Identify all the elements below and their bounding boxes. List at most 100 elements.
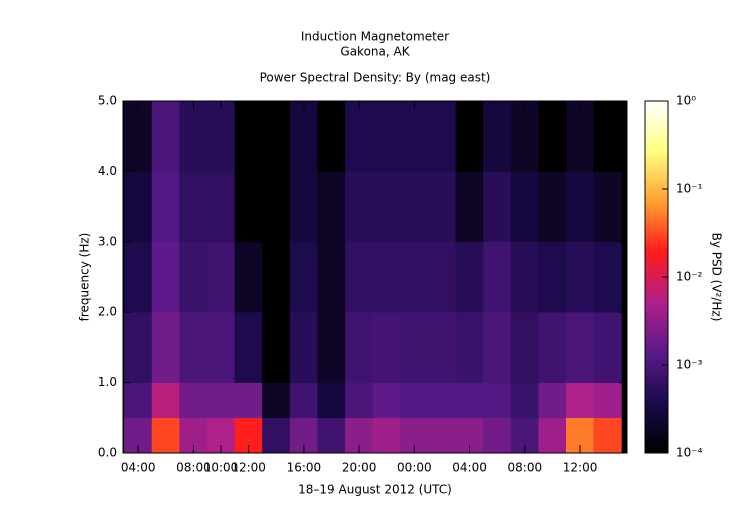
heatmap-cell <box>151 417 180 454</box>
heatmap-cell <box>455 171 484 243</box>
heatmap-cell <box>179 311 208 383</box>
x-tick-label: 16:00 <box>287 461 322 475</box>
heatmap-cell <box>593 311 622 383</box>
x-tick-label: 04:00 <box>121 461 156 475</box>
heatmap-cell <box>179 241 208 313</box>
heatmap-cell <box>427 171 457 243</box>
heatmap-cell <box>538 382 567 419</box>
heatmap-cell <box>455 382 484 419</box>
heatmap-cell <box>400 382 429 419</box>
heatmap-cell <box>317 382 346 419</box>
heatmap-cell <box>262 417 291 454</box>
heatmap-cell <box>538 100 567 172</box>
y-tick-label: 5.0 <box>98 94 117 108</box>
plot-title: Power Spectral Density: By (mag east) <box>260 71 491 85</box>
heatmap-cell <box>179 171 208 243</box>
heatmap-cell <box>510 100 539 172</box>
heatmap-cell <box>234 171 263 243</box>
heatmap-cell <box>206 241 236 313</box>
x-tick-label: 08:00 <box>176 461 211 475</box>
heatmap-cell <box>593 417 622 454</box>
heatmap-cell <box>151 171 180 243</box>
heatmap-cell <box>317 241 346 313</box>
x-tick-label: 20:00 <box>342 461 377 475</box>
heatmap-cell <box>179 100 208 172</box>
heatmap-cell <box>372 382 401 419</box>
heatmap-cell <box>483 241 512 313</box>
heatmap-cell <box>124 241 153 313</box>
heatmap-cell <box>317 311 346 383</box>
heatmap-cell <box>483 417 512 454</box>
colorbar-tick-label: 10⁻² <box>676 270 703 284</box>
heatmap-cell <box>455 311 484 383</box>
heatmap-cell <box>372 241 401 313</box>
heatmap-cell <box>372 100 401 172</box>
heatmap-cell <box>234 241 263 313</box>
heatmap-cell <box>289 311 318 383</box>
heatmap-cell <box>510 311 539 383</box>
x-tick-label: 12:00 <box>231 461 266 475</box>
heatmap-cell <box>372 311 401 383</box>
heatmap-cell <box>510 241 539 313</box>
heatmap-cell <box>124 171 153 243</box>
heatmap-cell <box>455 241 484 313</box>
heatmap-cell <box>289 382 318 419</box>
x-tick-label: 08:00 <box>508 461 543 475</box>
heatmap-cell <box>206 171 236 243</box>
heatmap-cell <box>345 241 374 313</box>
heatmap-cell <box>234 311 263 383</box>
chart-subtitle: Gakona, AK <box>340 45 410 59</box>
heatmap-cell <box>593 171 622 243</box>
heatmap-cell <box>565 241 595 313</box>
heatmap-cell <box>427 241 457 313</box>
heatmap-cell <box>262 100 291 172</box>
x-axis-label: 18–19 August 2012 (UTC) <box>298 483 452 497</box>
heatmap-cell <box>538 171 567 243</box>
heatmap-cell <box>372 417 401 454</box>
heatmap-cell <box>510 382 539 419</box>
heatmap-cell <box>400 100 429 172</box>
colorbar-tick-label: 10⁻³ <box>676 358 703 372</box>
heatmap-cell <box>593 100 622 172</box>
heatmap-cell <box>483 171 512 243</box>
heatmap-cell <box>372 171 401 243</box>
colorbar-tick-label: 10⁻⁴ <box>676 446 703 460</box>
heatmap <box>123 100 627 454</box>
heatmap-cell <box>427 311 457 383</box>
heatmap-cell <box>234 382 263 419</box>
y-tick-label: 4.0 <box>98 164 117 178</box>
heatmap-cell <box>483 382 512 419</box>
heatmap-cell <box>317 417 346 454</box>
heatmap-cell <box>427 100 457 172</box>
heatmap-cell <box>400 241 429 313</box>
heatmap-cell <box>262 171 291 243</box>
y-axis-label: frequency (Hz) <box>78 233 92 322</box>
heatmap-cell <box>483 100 512 172</box>
chart-title: Induction Magnetometer <box>301 30 449 44</box>
heatmap-cell <box>565 311 595 383</box>
heatmap-cell <box>510 171 539 243</box>
heatmap-cell <box>289 171 318 243</box>
heatmap-cell <box>151 382 180 419</box>
heatmap-cell <box>179 382 208 419</box>
heatmap-cell <box>124 382 153 419</box>
x-tick-label: 12:00 <box>563 461 598 475</box>
plot-frame <box>122 100 628 454</box>
heatmap-cell <box>455 100 484 172</box>
heatmap-cell <box>565 171 595 243</box>
heatmap-cell <box>206 100 236 172</box>
y-tick-label: 0.0 <box>98 446 117 460</box>
heatmap-cell <box>345 171 374 243</box>
x-tick-label: 10:00 <box>204 461 239 475</box>
heatmap-cell <box>345 382 374 419</box>
y-tick-label: 3.0 <box>98 234 117 248</box>
heatmap-cell <box>400 311 429 383</box>
y-tick-label: 2.0 <box>98 305 117 319</box>
heatmap-cell <box>565 100 595 172</box>
heatmap-cell <box>262 382 291 419</box>
heatmap-cell <box>151 100 180 172</box>
colorbar-tick-label: 10⁰ <box>676 94 696 108</box>
heatmap-cell <box>345 100 374 172</box>
x-tick-label: 04:00 <box>452 461 487 475</box>
